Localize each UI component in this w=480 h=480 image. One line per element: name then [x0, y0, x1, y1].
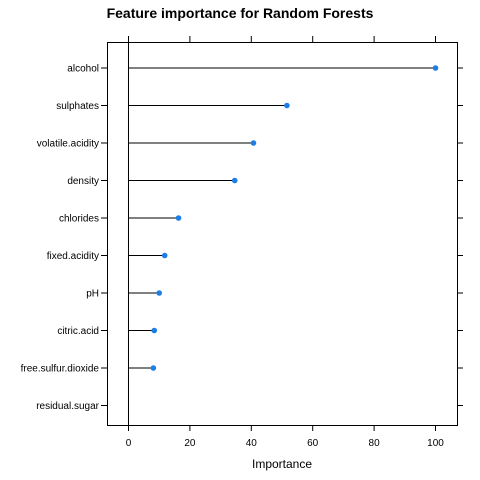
importance-point	[151, 327, 158, 334]
importance-point	[250, 140, 257, 146]
importance-point	[432, 65, 439, 71]
y-tick-label: residual.sugar	[36, 401, 99, 412]
y-tick-label: volatile.acidity	[37, 139, 99, 150]
plot-frame	[107, 42, 458, 426]
importance-point	[161, 252, 168, 259]
y-tick-label: chlorides	[59, 214, 99, 225]
importance-point	[156, 290, 162, 296]
importance-point	[284, 102, 290, 109]
importance-point	[175, 215, 182, 221]
y-tick-label: sulphates	[56, 101, 99, 112]
y-tick-label: citric.acid	[57, 326, 99, 337]
y-tick-label: density	[67, 176, 99, 187]
y-tick-label: alcohol	[67, 64, 99, 75]
x-tick-label: 100	[427, 438, 444, 449]
x-tick-label: 0	[126, 438, 132, 449]
x-axis-label: Importance	[252, 457, 312, 471]
x-tick-label: 60	[307, 438, 319, 449]
chart-marks: 0 20 40 60 80 100 alcohol sulphates volatile.aci…	[21, 36, 463, 449]
x-tick-label: 20	[184, 438, 196, 449]
importance-point	[150, 365, 157, 371]
importance-point	[231, 177, 238, 184]
x-tick-label: 40	[246, 438, 258, 449]
y-tick-label: fixed.acidity	[47, 251, 99, 262]
chart-title: Feature importance for Random Forests	[107, 5, 374, 21]
x-tick-label: 80	[369, 438, 381, 449]
y-tick-label: pH	[86, 289, 99, 300]
y-tick-label: free.sulfur.dioxide	[21, 364, 100, 375]
